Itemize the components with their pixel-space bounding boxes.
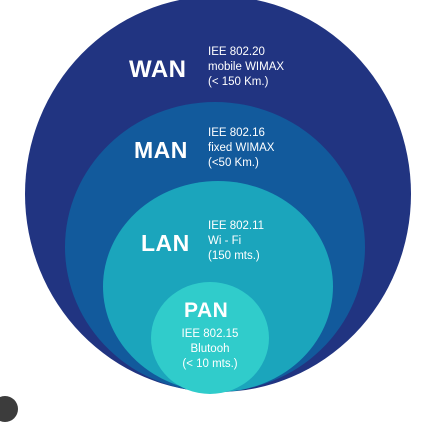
lan-standard: IEE 802.11 [208, 220, 265, 232]
man-range: (<50 Km.) [208, 157, 259, 169]
wan-technology: mobile WIMAX [208, 61, 285, 73]
pan-label: PAN [184, 299, 229, 322]
lan-label: LAN [141, 230, 190, 256]
wan-standard: IEE 802.20 [208, 46, 265, 58]
network-range-diagram: WAN IEE 802.20 mobile WIMAX (< 150 Km.) … [0, 0, 411, 422]
pan-description: IEE 802.15 Blutooh (< 10 mts.) [151, 327, 269, 372]
lan-description: IEE 802.11 Wi - Fi (150 mts.) [208, 219, 264, 264]
wan-range: (< 150 Km.) [208, 76, 269, 88]
pan-standard: IEE 802.15 [181, 328, 239, 340]
corner-badge-icon [0, 396, 18, 422]
pan-range: (< 10 mts.) [182, 358, 238, 370]
pan-technology: Blutooh [190, 343, 230, 355]
wan-label: WAN [129, 56, 187, 83]
man-label: MAN [134, 137, 188, 163]
lan-technology: Wi - Fi [208, 235, 242, 247]
lan-range: (150 mts.) [208, 250, 260, 262]
man-technology: fixed WIMAX [208, 142, 275, 154]
wan-description: IEE 802.20 mobile WIMAX (< 150 Km.) [208, 45, 284, 90]
man-standard: IEE 802.16 [208, 127, 265, 139]
man-description: IEE 802.16 fixed WIMAX (<50 Km.) [208, 126, 274, 171]
pan-circle [151, 282, 269, 394]
